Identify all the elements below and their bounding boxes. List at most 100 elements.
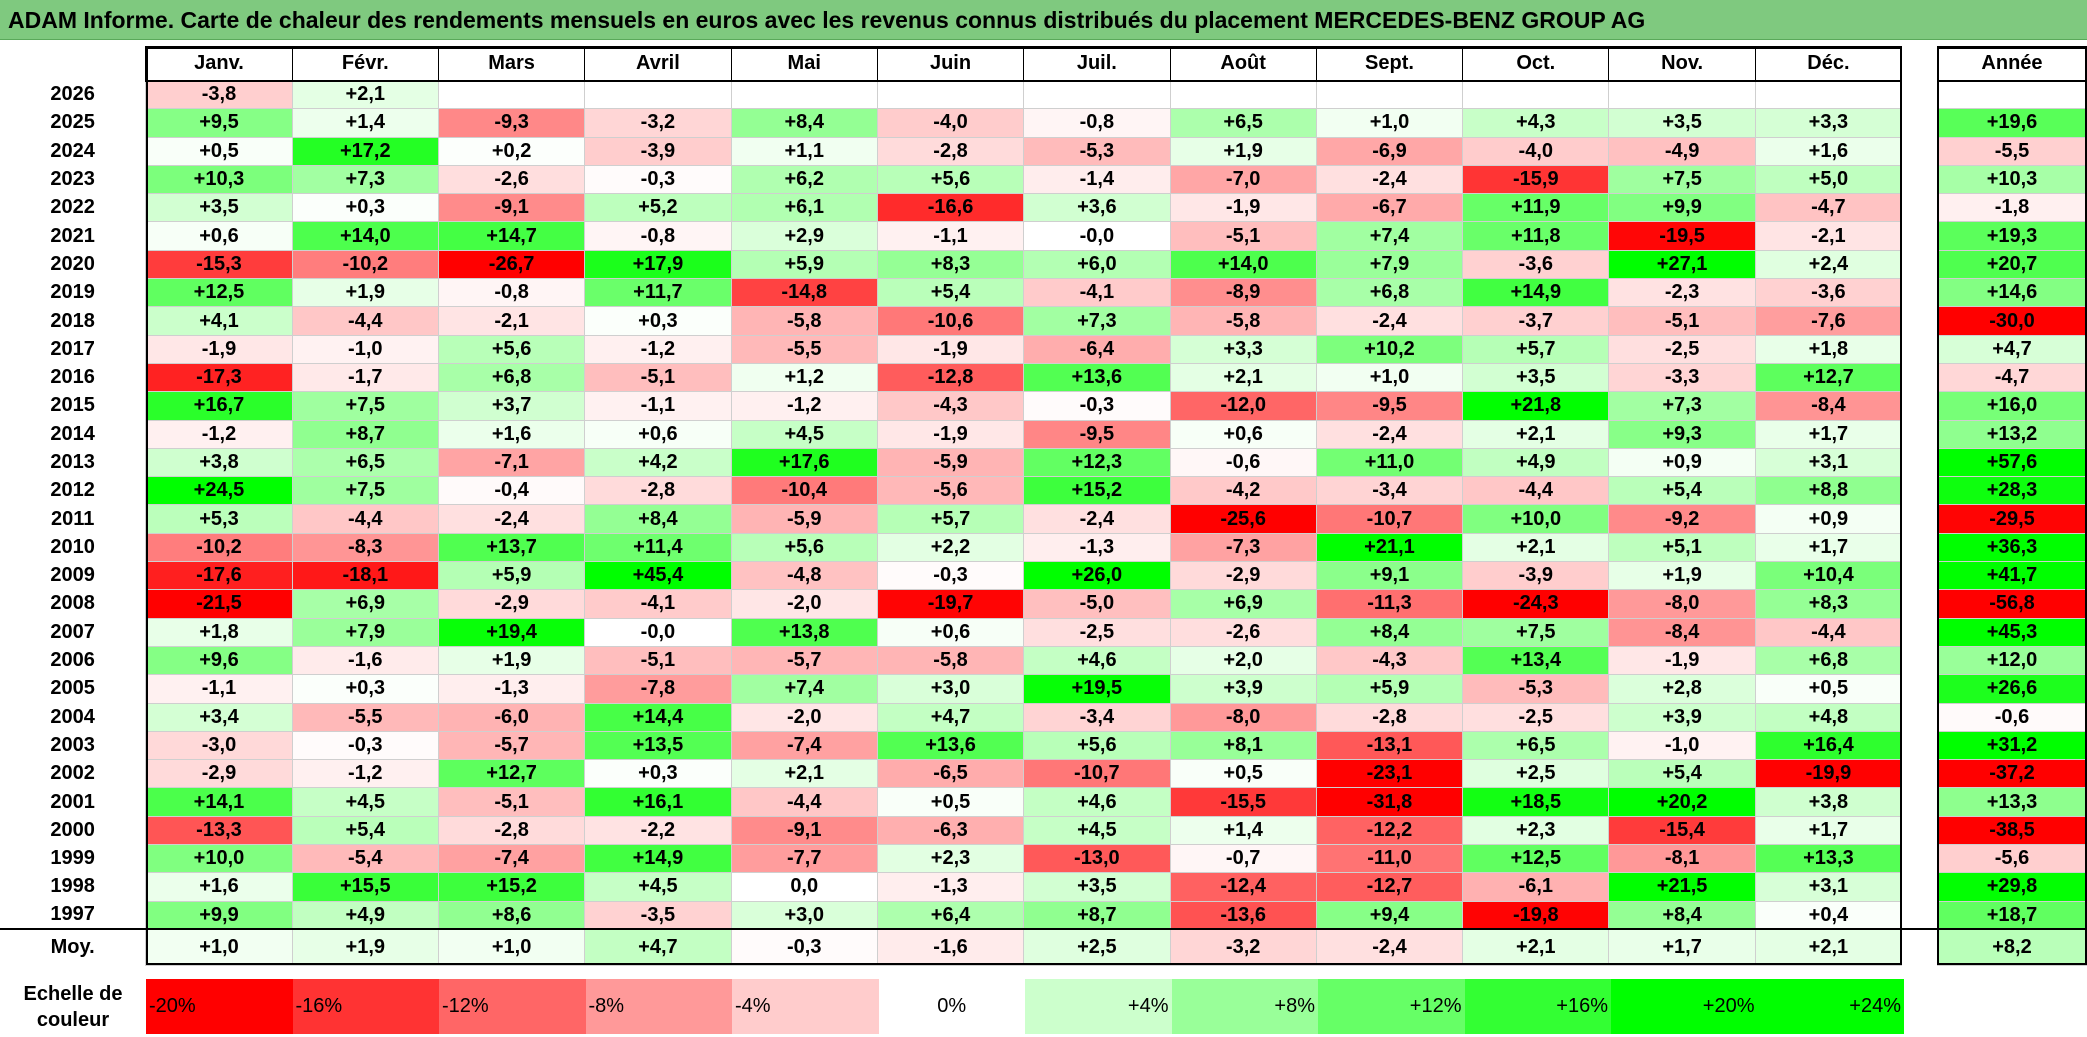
month-cell: +6,8 bbox=[1315, 278, 1464, 308]
month-cell: +26,0 bbox=[1023, 561, 1171, 591]
month-cell: +13,6 bbox=[876, 730, 1025, 761]
month-cell: +0,6 bbox=[584, 419, 732, 449]
month-cell: -2,1 bbox=[437, 306, 586, 336]
month-cell: -4,8 bbox=[730, 561, 878, 591]
month-cell: +7,3 bbox=[1608, 391, 1756, 421]
month-cell: -8,4 bbox=[1608, 617, 1756, 647]
month-header: Nov. bbox=[1608, 46, 1756, 82]
month-cell: +11,7 bbox=[584, 278, 732, 308]
month-cell: +4,8 bbox=[1754, 702, 1903, 732]
month-cell: +6,0 bbox=[1023, 249, 1171, 280]
annual-cell: +14,6 bbox=[1936, 278, 2087, 308]
month-cell: -1,7 bbox=[291, 362, 439, 393]
month-cell: +0,3 bbox=[291, 193, 439, 223]
month-cell: -21,5 bbox=[145, 589, 293, 619]
year-row: 2023 +10,3 +7,3 -2,6 -0,3 +6,2 +5,6 -1,4 -7,0 -2,… bbox=[0, 164, 2087, 195]
month-header: Févr. bbox=[291, 46, 439, 82]
month-cell: -13,3 bbox=[145, 815, 293, 846]
annual-cell: +18,7 bbox=[1936, 900, 2087, 930]
year-label: 2009 bbox=[50, 564, 95, 587]
year-label: 2015 bbox=[50, 394, 95, 417]
month-cell: -7,3 bbox=[1169, 532, 1317, 563]
month-cell: +12,5 bbox=[1462, 844, 1610, 874]
month-cell: -5,8 bbox=[730, 306, 878, 336]
month-cell: -12,2 bbox=[1315, 815, 1464, 846]
month-cell: +9,3 bbox=[1608, 419, 1756, 449]
month-cell: -5,5 bbox=[730, 334, 878, 364]
average-cell: -2,4 bbox=[1315, 928, 1464, 966]
year-label: 2014 bbox=[50, 422, 95, 445]
month-header: Août bbox=[1169, 46, 1317, 82]
scale-swatch: -12% bbox=[439, 979, 586, 1034]
month-cell: -3,9 bbox=[584, 136, 732, 166]
average-cell: -0,3 bbox=[730, 928, 878, 966]
month-cell: +1,0 bbox=[1315, 362, 1464, 393]
year-row: 2019 +12,5 +1,9 -0,8 +11,7 -14,8 +5,4 -4,1 -8,9 +… bbox=[0, 278, 2087, 308]
month-cell: -15,5 bbox=[1169, 787, 1317, 817]
title-bar: ADAM Informe. Carte de chaleur des rende… bbox=[0, 0, 2087, 40]
month-cell: +13,3 bbox=[1754, 844, 1903, 874]
month-cell bbox=[730, 79, 878, 110]
month-cell: -9,3 bbox=[437, 108, 586, 138]
year-label: 2011 bbox=[50, 507, 95, 530]
month-cell: +9,5 bbox=[145, 108, 293, 138]
month-cell: +18,5 bbox=[1462, 787, 1610, 817]
month-cell: +14,9 bbox=[1462, 278, 1610, 308]
month-cell: -8,4 bbox=[1754, 391, 1903, 421]
month-cell: +1,9 bbox=[437, 645, 586, 676]
month-cell: -0,8 bbox=[584, 221, 732, 251]
month-cell: -2,2 bbox=[584, 815, 732, 846]
scale-swatch: -20% bbox=[146, 979, 293, 1034]
month-cell: +5,6 bbox=[876, 164, 1025, 195]
month-cell: -12,0 bbox=[1169, 391, 1317, 421]
year-label: 2000 bbox=[50, 818, 95, 841]
month-cell bbox=[1462, 79, 1610, 110]
month-cell: +2,9 bbox=[730, 221, 878, 251]
month-cell: -4,3 bbox=[876, 391, 1025, 421]
average-cell: +1,9 bbox=[291, 928, 439, 966]
year-label: 2022 bbox=[50, 196, 95, 219]
month-cell: +8,6 bbox=[437, 900, 586, 930]
year-row: 2022 +3,5 +0,3 -9,1 +5,2 +6,1 -16,6 +3,6 -1,9 -6,… bbox=[0, 193, 2087, 223]
month-cell: +1,7 bbox=[1754, 419, 1903, 449]
month-cell: -3,5 bbox=[584, 900, 732, 930]
month-cell: -2,4 bbox=[1315, 419, 1464, 449]
year-label: 2023 bbox=[50, 168, 95, 191]
month-cell: +4,3 bbox=[1462, 108, 1610, 138]
month-cell: +2,5 bbox=[1462, 759, 1610, 789]
month-cell: +2,3 bbox=[876, 844, 1025, 874]
month-cell: -1,1 bbox=[876, 221, 1025, 251]
month-cell: +0,9 bbox=[1754, 504, 1903, 534]
month-cell: +6,9 bbox=[1169, 589, 1317, 619]
month-cell: -5,8 bbox=[876, 645, 1025, 676]
scale-swatch: +8% bbox=[1171, 979, 1318, 1034]
year-label: 1999 bbox=[50, 847, 95, 870]
month-cell: +11,0 bbox=[1315, 447, 1464, 478]
month-cell: -1,0 bbox=[291, 334, 439, 364]
month-cell: +3,7 bbox=[437, 391, 586, 421]
month-cell: +6,9 bbox=[291, 589, 439, 619]
month-cell: -12,4 bbox=[1169, 872, 1317, 902]
month-cell: +16,4 bbox=[1754, 730, 1903, 761]
month-cell: -5,1 bbox=[584, 645, 732, 676]
month-cell: +8,8 bbox=[1754, 476, 1903, 506]
gap-cell bbox=[1901, 80, 1938, 109]
month-cell: -13,0 bbox=[1023, 844, 1171, 874]
month-cell: +20,2 bbox=[1608, 787, 1756, 817]
month-cell: +1,4 bbox=[1169, 815, 1317, 846]
month-cell: -1,1 bbox=[145, 674, 293, 704]
month-cell: -1,6 bbox=[291, 645, 439, 676]
year-row: 2004 +3,4 -5,5 -6,0 +14,4 -2,0 +4,7 -3,4 -8,0 -2,… bbox=[0, 702, 2087, 732]
month-cell: +4,6 bbox=[1023, 645, 1171, 676]
gap-cell bbox=[1901, 391, 1938, 421]
month-cell: -10,4 bbox=[730, 476, 878, 506]
month-cell: -5,9 bbox=[730, 504, 878, 534]
year-row: 2026 -3,8 +2,1 bbox=[0, 79, 2087, 110]
annual-cell: +28,3 bbox=[1936, 476, 2087, 506]
month-cell: +21,5 bbox=[1608, 872, 1756, 902]
month-cell: -0,3 bbox=[876, 561, 1025, 591]
month-cell: +19,5 bbox=[1023, 674, 1171, 704]
month-cell: +5,6 bbox=[730, 532, 878, 563]
gap-cell bbox=[1901, 476, 1938, 505]
month-cell: -5,3 bbox=[1023, 136, 1171, 166]
